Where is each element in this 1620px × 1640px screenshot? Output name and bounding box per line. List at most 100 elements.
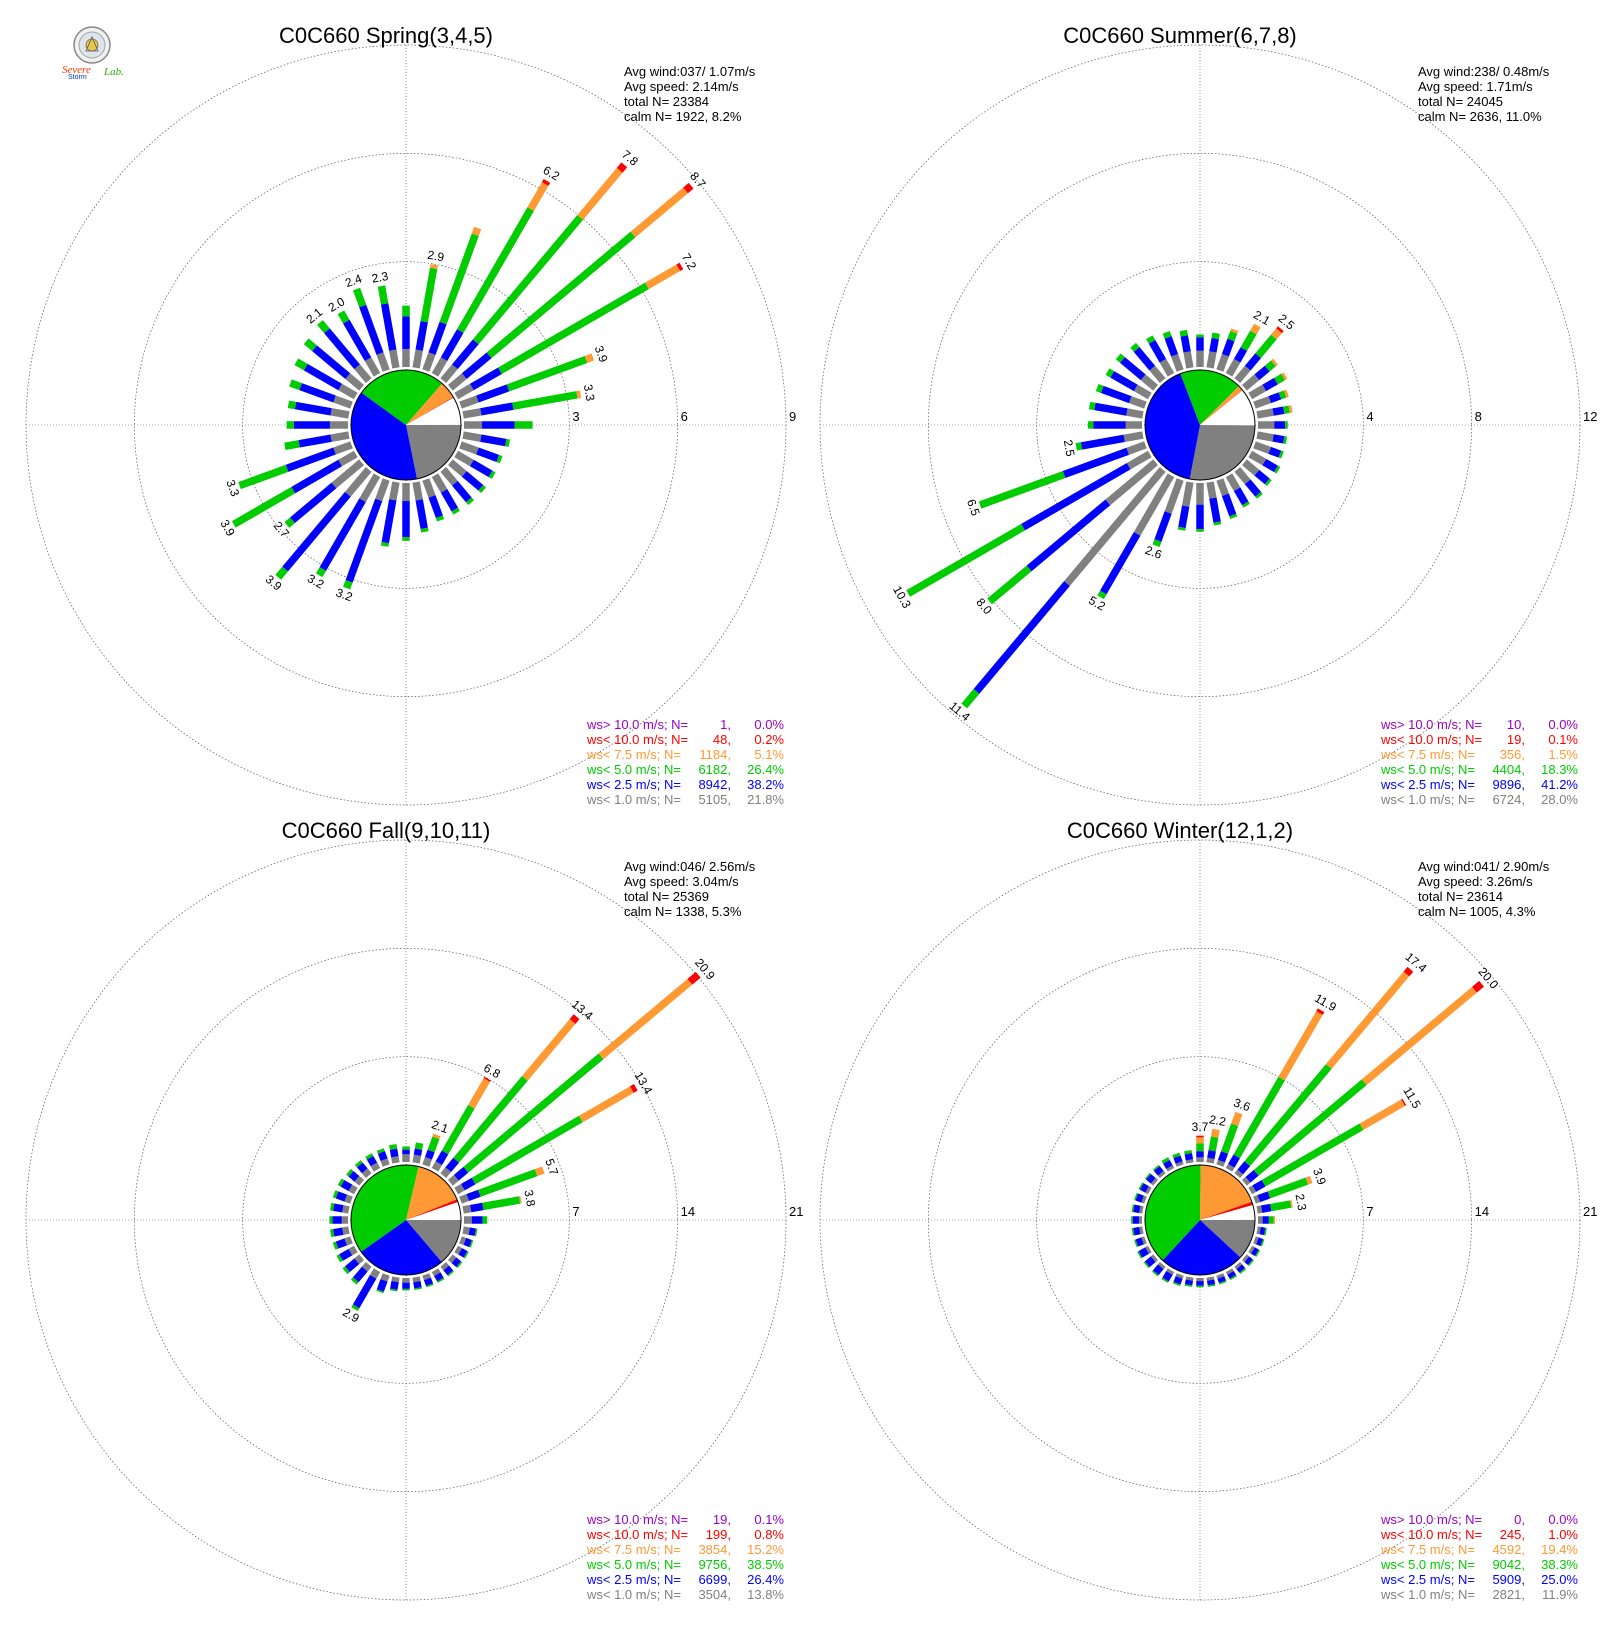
bar-segment (415, 320, 428, 351)
wind-bar (422, 1273, 434, 1288)
bar-segment (1119, 356, 1146, 381)
bar-segment (1164, 336, 1179, 357)
bar-segment (480, 434, 507, 447)
bar-segment (1257, 1216, 1263, 1224)
range-ring (133, 152, 679, 698)
wind-bar (329, 1203, 350, 1214)
legend-count: 1, (720, 717, 731, 732)
pie-outline (350, 369, 462, 481)
bar-segment (482, 1216, 488, 1224)
bar-segment (1248, 450, 1267, 466)
wind-bar (440, 162, 628, 383)
pie-slice (1180, 370, 1239, 425)
wind-bar (1196, 1278, 1204, 1288)
wind-bar (464, 1216, 488, 1224)
bar-segment (1139, 1205, 1144, 1214)
bar-segment (1141, 1236, 1147, 1245)
bar-segment (377, 285, 389, 305)
wind-bar (431, 179, 551, 377)
wind-bar (1253, 389, 1289, 409)
bar-segment (389, 1148, 399, 1158)
bar-segment (569, 1014, 580, 1024)
wind-rose-panel: 7 14 213.7 2.23.611.917.420.011.53.92.3C0C6… (819, 818, 1597, 1602)
bar-value-label: 2.1 (430, 1117, 451, 1136)
bar-segment (1185, 1276, 1194, 1281)
legend-percent: 5.1% (754, 747, 784, 762)
wind-bar (1225, 323, 1261, 377)
bar-segment (1087, 421, 1094, 429)
wind-bar (1206, 1128, 1220, 1164)
wind-bar (431, 473, 460, 515)
bar-segment (1270, 328, 1282, 340)
wind-bar (1088, 401, 1144, 419)
bar-segment (459, 395, 479, 409)
ring-label: 9 (789, 409, 796, 424)
bar-segment (1261, 1203, 1272, 1213)
bar-segment (1166, 1165, 1175, 1172)
bar-segment (1262, 458, 1278, 473)
bar-segment (1196, 1137, 1204, 1144)
wind-bar (402, 305, 410, 367)
wind-bar (1105, 368, 1152, 400)
legend-label: ws< 1.0 m/s; N= (1380, 792, 1475, 807)
bar-segment (1021, 462, 1131, 531)
legend-label: ws< 1.0 m/s; N= (586, 792, 681, 807)
bar-segment (344, 1236, 353, 1246)
bar-segment (1260, 1238, 1265, 1247)
bar-segment (402, 537, 410, 541)
bar-segment (1139, 1183, 1149, 1193)
wind-bar (1242, 980, 1484, 1186)
bar-segment (377, 1151, 388, 1161)
bar-segment (1253, 441, 1272, 454)
bar-segment (389, 1288, 398, 1292)
bar-segment (422, 352, 436, 372)
bar-segment (1088, 401, 1096, 411)
bar-segment (402, 1149, 410, 1155)
bar-segment (1178, 505, 1190, 529)
wind-bar (337, 310, 381, 377)
ring-label: 7 (1366, 1204, 1373, 1219)
bar-segment (676, 262, 684, 272)
bar-segment (466, 1189, 481, 1202)
legend-label: ws< 2.5 m/s; N= (1380, 777, 1475, 792)
bar-segment (1148, 340, 1167, 363)
wind-bar (376, 1148, 390, 1167)
range-ring (242, 1056, 570, 1384)
bar-segment (375, 478, 390, 502)
bar-segment (1217, 1151, 1229, 1163)
legend-label: ws> 10.0 m/s; N= (1380, 717, 1482, 732)
wind-bar (1196, 334, 1204, 367)
bar-segment (483, 1076, 491, 1082)
wind-bar (454, 1245, 469, 1259)
bar-segment (1138, 1182, 1144, 1190)
bar-segment (412, 481, 423, 501)
stats-line: Avg wind:238/ 0.48m/s (1418, 64, 1550, 79)
wind-bar (329, 1216, 349, 1224)
bar-segment (376, 1279, 388, 1292)
bar-value-label: 10.3 (890, 583, 914, 611)
bar-segment (1141, 1195, 1147, 1204)
bar-segment (1213, 521, 1222, 526)
bar-segment (1233, 347, 1248, 363)
bar-segment (344, 467, 372, 497)
bar-segment (471, 1216, 483, 1224)
bar-segment (1254, 365, 1270, 381)
bar-segment (1236, 1264, 1246, 1273)
ring-label: 14 (681, 1204, 695, 1219)
bar-segment (1196, 334, 1204, 338)
bar-segment (459, 1236, 467, 1245)
bar-segment (1230, 328, 1239, 334)
bar-segment (336, 1254, 343, 1263)
bar-segment (402, 348, 410, 367)
wind-bar (1097, 473, 1175, 600)
bar-segment (461, 471, 484, 491)
bar-segment (488, 470, 496, 479)
bar-segment (275, 566, 289, 580)
bar-segment (454, 1245, 463, 1255)
legend-label: ws< 2.5 m/s; N= (1380, 1572, 1475, 1587)
bar-segment (1196, 337, 1204, 351)
stats-line: calm N= 1338, 5.3% (624, 904, 742, 919)
bar-segment (1244, 353, 1262, 371)
stats-line: Avg wind:046/ 2.56m/s (624, 859, 756, 874)
bar-segment (1206, 351, 1217, 369)
